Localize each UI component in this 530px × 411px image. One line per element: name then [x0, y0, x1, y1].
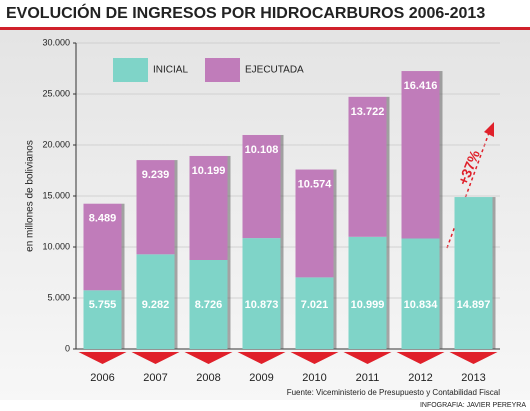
bar-segment	[189, 259, 228, 349]
bar-segment	[348, 236, 387, 349]
legend-swatch	[205, 58, 240, 82]
x-tick-label: 2011	[356, 372, 380, 384]
trend-arrow	[446, 129, 491, 249]
bar-shadow	[333, 169, 337, 349]
legend-label: INICIAL	[153, 65, 188, 76]
x-tick-label: 2006	[90, 372, 114, 384]
value-label: 10.199	[192, 165, 226, 177]
x-tick-label: 2013	[461, 372, 485, 384]
value-label: 7.021	[301, 299, 329, 311]
y-tick-label: 5.000	[47, 292, 70, 302]
category-marker	[290, 352, 339, 364]
category-marker	[131, 352, 180, 364]
x-tick-label: 2007	[143, 372, 167, 384]
bar-segment	[401, 71, 440, 239]
category-marker	[449, 352, 498, 364]
bar-shadow	[280, 134, 284, 349]
x-tick-label: 2009	[249, 372, 273, 384]
bar-segment	[136, 160, 175, 255]
value-label: 13.722	[351, 106, 385, 118]
value-label: 9.282	[142, 299, 170, 311]
value-label: 14.897	[457, 299, 491, 311]
title-rule	[0, 27, 530, 30]
legend-label: EJECUTADA	[245, 65, 304, 76]
value-label: 9.239	[142, 169, 170, 181]
category-marker	[343, 352, 392, 364]
bar-segment	[295, 277, 334, 349]
bar-segment	[295, 169, 334, 278]
category-marker	[78, 352, 127, 364]
x-tick-label: 2012	[408, 372, 432, 384]
value-label: 8.726	[195, 299, 223, 311]
bar-segment	[454, 197, 493, 349]
bar-shadow	[227, 155, 231, 349]
category-marker	[237, 352, 286, 364]
y-tick-label: 25.000	[42, 88, 70, 98]
y-tick-label: 20.000	[42, 139, 70, 149]
category-marker	[396, 352, 445, 364]
bar-segment	[83, 203, 122, 291]
value-label: 8.489	[89, 213, 117, 225]
category-marker	[184, 352, 233, 364]
bar-segment	[83, 290, 122, 349]
value-label: 10.999	[351, 299, 385, 311]
arrow-head	[484, 122, 494, 137]
x-tick-label: 2008	[196, 372, 220, 384]
bar-segment	[189, 155, 228, 260]
bar-shadow	[439, 71, 443, 350]
bar-shadow	[121, 203, 125, 349]
x-tick-label: 2010	[302, 372, 326, 384]
bar-segment	[136, 254, 175, 349]
y-tick-label: 10.000	[42, 241, 70, 251]
y-tick-label: 15.000	[42, 190, 70, 200]
credit: INFOGRAFIA: JAVIER PEREYRA	[420, 402, 526, 409]
chart-title: EVOLUCIÓN DE INGRESOS POR HIDROCARBUROS …	[6, 3, 485, 22]
value-label: 16.416	[404, 80, 438, 92]
bar-segment	[242, 238, 281, 349]
value-label: 5.755	[89, 299, 117, 311]
value-label: 10.834	[404, 299, 439, 311]
source: Fuente: Viceministerio de Presupuesto y …	[287, 388, 501, 397]
y-tick-label: 0	[65, 343, 70, 353]
legend-swatch	[113, 58, 148, 82]
bar-segment	[242, 134, 281, 239]
bar-segment	[348, 96, 387, 237]
value-label: 10.873	[245, 299, 279, 311]
value-label: 10.574	[298, 178, 333, 190]
bar-shadow	[174, 160, 178, 349]
bar-shadow	[386, 96, 390, 350]
y-axis-label: en millones de bolivianos	[25, 140, 36, 252]
value-label: 10.108	[245, 144, 279, 156]
bar-segment	[401, 238, 440, 349]
y-tick-label: 30.000	[42, 37, 70, 47]
bar-shadow	[492, 197, 496, 349]
